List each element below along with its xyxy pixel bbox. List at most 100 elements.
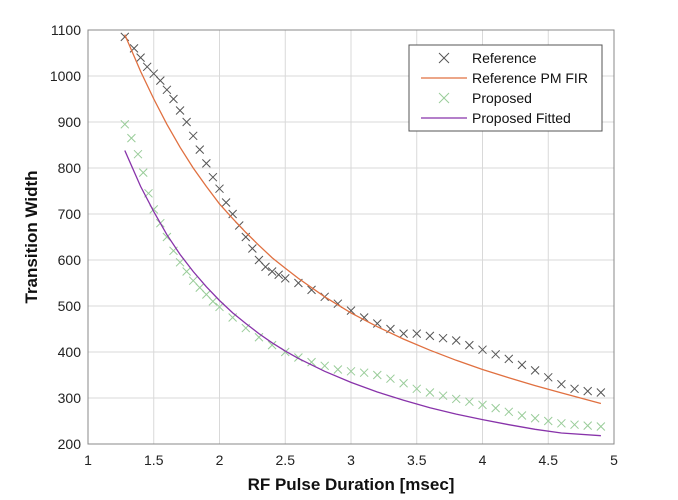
x-tick-label: 3.5	[407, 452, 427, 468]
data-point	[517, 360, 527, 370]
legend-item: Reference	[438, 50, 537, 66]
data-point	[478, 400, 487, 410]
y-tick-label: 600	[58, 252, 82, 268]
series-line	[124, 34, 602, 405]
data-point	[425, 331, 435, 341]
data-point	[504, 407, 514, 417]
data-point	[530, 366, 540, 375]
data-point	[570, 420, 579, 430]
data-point	[412, 384, 422, 394]
data-point	[188, 131, 198, 141]
data-point	[491, 403, 501, 413]
data-point	[133, 149, 143, 159]
data-point	[425, 388, 435, 397]
data-point	[182, 267, 191, 276]
data-point	[372, 319, 382, 328]
data-point	[596, 422, 606, 431]
data-point	[464, 397, 474, 407]
data-point	[254, 255, 264, 265]
data-point	[280, 274, 290, 283]
data-point	[261, 262, 270, 272]
series-reference	[120, 32, 606, 397]
series-proposed	[120, 119, 606, 431]
data-point	[182, 117, 191, 127]
x-axis: 1 1.5 2 2.5 3 3.5 4 4.5 5	[84, 452, 618, 468]
data-point	[359, 368, 369, 378]
data-point	[248, 244, 257, 253]
data-point	[451, 394, 461, 404]
legend: Reference Reference PM FIR Proposed Propose…	[408, 44, 603, 132]
legend-swatch	[438, 52, 450, 64]
legend-label: Reference	[472, 50, 537, 66]
data-point	[195, 283, 205, 292]
data-point	[451, 336, 461, 345]
legend-item: Proposed Fitted	[421, 110, 571, 126]
data-point	[583, 386, 593, 396]
data-point	[228, 209, 238, 219]
data-point	[346, 306, 356, 315]
series-line	[124, 150, 601, 437]
y-tick-label: 400	[58, 344, 82, 360]
legend-box	[408, 44, 603, 132]
data-point	[221, 198, 231, 207]
legend-label: Reference PM FIR	[472, 70, 588, 86]
x-tick-label: 4	[479, 452, 487, 468]
legend-item: Proposed	[438, 90, 532, 106]
data-point	[215, 302, 224, 312]
data-point	[175, 106, 185, 115]
data-point	[169, 94, 178, 104]
data-point	[195, 145, 205, 154]
y-axis-title: Transition Width	[22, 170, 41, 303]
data-point	[267, 340, 277, 350]
data-point	[149, 69, 159, 79]
data-point	[543, 416, 553, 426]
data-point	[320, 361, 330, 371]
series-layer	[120, 32, 606, 437]
data-point	[372, 370, 382, 380]
data-point	[491, 349, 501, 359]
data-point	[162, 85, 172, 95]
y-tick-label: 500	[58, 298, 82, 314]
data-point	[557, 379, 566, 389]
data-point	[359, 313, 369, 322]
data-point	[399, 329, 408, 338]
data-point	[596, 388, 606, 397]
series-reference-pm-fir	[124, 34, 602, 405]
y-tick-label: 1000	[50, 68, 81, 84]
data-point	[175, 257, 185, 267]
data-point	[386, 374, 395, 384]
data-point	[583, 421, 593, 430]
data-point	[208, 172, 218, 182]
data-point	[138, 168, 148, 177]
data-point	[136, 53, 145, 62]
y-tick-label: 300	[58, 390, 82, 406]
data-point	[412, 329, 422, 338]
data-point	[142, 62, 152, 72]
data-point	[346, 366, 356, 376]
data-point	[120, 119, 130, 129]
data-point	[530, 413, 540, 423]
data-point	[201, 159, 211, 168]
data-point	[188, 276, 198, 286]
data-point	[307, 357, 316, 367]
data-point	[399, 378, 408, 388]
data-point	[438, 391, 448, 401]
data-point	[274, 270, 284, 280]
x-tick-label: 1	[84, 452, 92, 468]
y-axis: 200 300 400 500 600 700 800 900 1000 1100	[50, 22, 81, 452]
data-point	[570, 384, 579, 394]
y-tick-label: 700	[58, 206, 82, 222]
y-tick-label: 900	[58, 114, 82, 130]
legend-label: Proposed Fitted	[472, 110, 571, 126]
data-point	[504, 354, 514, 364]
x-tick-label: 2.5	[276, 452, 296, 468]
data-point	[333, 365, 343, 374]
x-tick-label: 2	[216, 452, 224, 468]
data-point	[254, 332, 264, 342]
data-point	[201, 290, 211, 299]
legend-label: Proposed	[472, 90, 532, 106]
legend-item: Reference PM FIR	[421, 70, 588, 86]
data-point	[478, 345, 487, 355]
x-tick-label: 3	[347, 452, 355, 468]
